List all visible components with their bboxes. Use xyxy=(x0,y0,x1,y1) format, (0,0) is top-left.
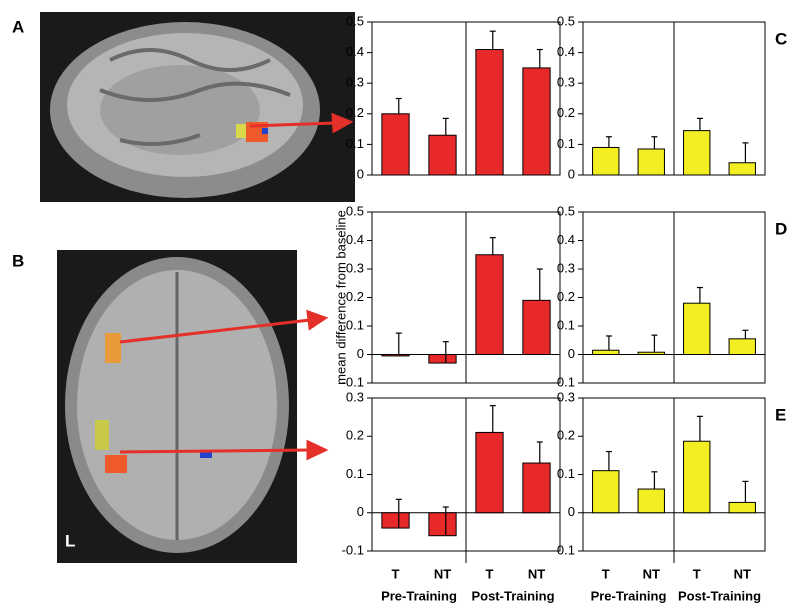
y-tick-label: 0.5 xyxy=(557,203,575,218)
bar xyxy=(475,254,504,355)
y-tick-label: -0.1 xyxy=(553,374,575,389)
y-tick-label: -0.1 xyxy=(342,542,364,557)
y-tick-label: -0.1 xyxy=(342,374,364,389)
bar xyxy=(683,302,711,356)
y-tick-label: 0.2 xyxy=(557,289,575,304)
y-tick-label: 0.1 xyxy=(557,466,575,481)
bar xyxy=(637,351,665,356)
panel-label: A xyxy=(12,17,24,36)
bar xyxy=(428,354,457,364)
x-tick-label: NT xyxy=(643,566,660,581)
bar xyxy=(475,431,504,514)
bar xyxy=(428,512,457,537)
bar xyxy=(592,470,620,514)
bar xyxy=(475,49,504,176)
y-tick-label: 0.1 xyxy=(557,317,575,332)
y-tick-label: 0.4 xyxy=(346,44,364,59)
x-tick-label: T xyxy=(693,566,701,581)
y-tick-label: 0.2 xyxy=(346,289,364,304)
y-tick-label: 0.2 xyxy=(557,105,575,120)
brain-image-b xyxy=(57,250,297,563)
bar xyxy=(637,148,665,176)
y-tick-label: 0.3 xyxy=(346,389,364,404)
group-label: Pre-Training xyxy=(591,588,667,603)
y-tick-label: 0.3 xyxy=(557,75,575,90)
side-marker: L xyxy=(65,531,75,550)
x-tick-label: NT xyxy=(734,566,751,581)
bar xyxy=(381,512,410,529)
bar xyxy=(381,113,410,176)
y-tick-label: 0.2 xyxy=(346,428,364,443)
x-tick-label: T xyxy=(602,566,610,581)
y-axis-label: mean difference from baseline xyxy=(333,210,348,385)
bar xyxy=(728,501,756,514)
bar xyxy=(522,299,551,356)
group-label: Post-Training xyxy=(471,588,554,603)
y-tick-label: 0.1 xyxy=(346,136,364,151)
bar xyxy=(522,462,551,514)
bar xyxy=(683,130,711,176)
y-tick-label: 0 xyxy=(357,504,364,519)
bar xyxy=(522,67,551,176)
y-tick-label: 0 xyxy=(357,166,364,181)
y-tick-label: 0.2 xyxy=(557,428,575,443)
group-label: Post-Training xyxy=(678,588,761,603)
bar xyxy=(592,146,620,176)
y-tick-label: 0 xyxy=(568,504,575,519)
y-tick-label: 0.1 xyxy=(557,136,575,151)
y-tick-label: 0.1 xyxy=(346,466,364,481)
x-tick-label: T xyxy=(392,566,400,581)
x-tick-label: NT xyxy=(434,566,451,581)
x-tick-label: T xyxy=(486,566,494,581)
panel-label: E xyxy=(775,405,786,424)
y-tick-label: 0.2 xyxy=(346,105,364,120)
bar xyxy=(592,349,620,356)
bar xyxy=(428,134,457,176)
y-tick-label: 0.4 xyxy=(346,232,364,247)
y-tick-label: 0.3 xyxy=(557,389,575,404)
panel-label: D xyxy=(775,219,787,238)
y-tick-label: 0.1 xyxy=(346,317,364,332)
y-tick-label: 0.5 xyxy=(557,13,575,28)
y-tick-label: 0 xyxy=(357,346,364,361)
panel-label: C xyxy=(775,29,787,48)
group-label: Pre-Training xyxy=(381,588,457,603)
brain-image-a xyxy=(40,12,355,202)
y-tick-label: 0.4 xyxy=(557,232,575,247)
y-tick-label: 0.3 xyxy=(346,260,364,275)
y-tick-label: 0.3 xyxy=(557,260,575,275)
bar xyxy=(637,488,665,514)
arrows xyxy=(119,112,354,461)
y-tick-label: 0.4 xyxy=(557,44,575,59)
bar xyxy=(728,338,756,356)
y-tick-label: 0 xyxy=(568,346,575,361)
y-tick-label: 0.3 xyxy=(346,75,364,90)
panel-label: B xyxy=(12,251,24,270)
bar xyxy=(683,440,711,514)
y-tick-label: 0 xyxy=(568,166,575,181)
y-tick-label: 0.5 xyxy=(346,13,364,28)
y-tick-label: -0.1 xyxy=(553,542,575,557)
y-tick-label: 0.5 xyxy=(346,203,364,218)
x-tick-label: NT xyxy=(528,566,545,581)
bar xyxy=(381,354,410,357)
bar xyxy=(728,162,756,176)
